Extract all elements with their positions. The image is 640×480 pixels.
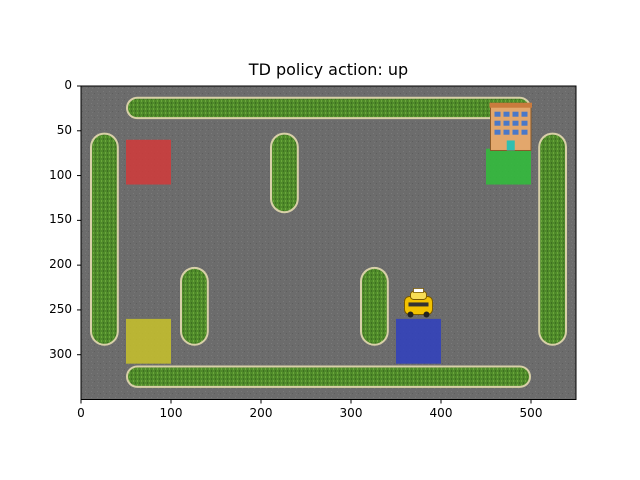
- hedge: [362, 268, 387, 344]
- x-tick-label: 200: [249, 405, 273, 420]
- location-yellow-square: [126, 318, 171, 364]
- taxi-layer: [404, 288, 433, 318]
- building-window: [512, 111, 519, 117]
- y-tick-label: 100: [49, 167, 72, 182]
- building-window: [521, 120, 528, 126]
- hedge: [128, 98, 529, 118]
- location-blue-square: [396, 318, 441, 364]
- hedge: [182, 268, 207, 344]
- building-window: [512, 120, 519, 126]
- building-window: [512, 129, 519, 135]
- plot-frame: [80, 85, 577, 400]
- building-window: [494, 129, 501, 135]
- x-tick-label: 100: [159, 405, 183, 420]
- plot-area: [80, 85, 577, 400]
- hedge: [540, 134, 565, 344]
- x-tick-label: 0: [77, 405, 85, 420]
- building-window: [521, 111, 528, 117]
- x-tick-label: 400: [429, 405, 453, 420]
- plot-title: TD policy action: up: [248, 60, 409, 79]
- hedge: [92, 134, 117, 344]
- building-window: [494, 120, 501, 126]
- x-tick-label: 300: [339, 405, 363, 420]
- y-tick-label: 300: [49, 346, 72, 361]
- location-layer: [126, 139, 531, 364]
- building-roof: [489, 102, 532, 108]
- hedge-layer: [90, 96, 567, 388]
- y-tick-label: 250: [49, 301, 72, 316]
- taxi-window: [408, 302, 429, 307]
- taxi-wheel: [407, 311, 414, 318]
- building-layer: [489, 102, 532, 151]
- building-window: [503, 111, 510, 117]
- hedge: [272, 134, 297, 212]
- location-green-square: [486, 148, 531, 185]
- x-tick-label: 500: [519, 405, 543, 420]
- building-door: [506, 140, 515, 151]
- hedge: [128, 367, 529, 386]
- tick-marks: [77, 85, 532, 404]
- y-tick-label: 150: [49, 212, 72, 227]
- location-red-square: [126, 139, 171, 185]
- building-window: [521, 129, 528, 135]
- taxi-wheel: [423, 311, 430, 318]
- y-tick-label: 200: [49, 257, 72, 272]
- taxi-sign: [413, 288, 424, 293]
- building-window: [503, 120, 510, 126]
- y-tick-label: 0: [64, 78, 72, 92]
- building-window: [503, 129, 510, 135]
- building-window: [494, 111, 501, 117]
- y-tick-label: 50: [56, 122, 72, 137]
